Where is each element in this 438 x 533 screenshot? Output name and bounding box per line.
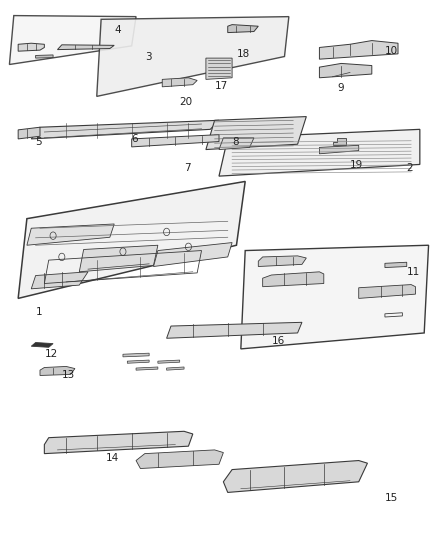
Polygon shape bbox=[332, 138, 346, 146]
Polygon shape bbox=[79, 245, 158, 272]
Polygon shape bbox=[166, 367, 184, 370]
Text: 16: 16 bbox=[272, 336, 285, 346]
Text: 2: 2 bbox=[407, 163, 413, 173]
Polygon shape bbox=[241, 245, 428, 349]
Polygon shape bbox=[219, 130, 420, 176]
Polygon shape bbox=[127, 360, 149, 364]
Polygon shape bbox=[18, 181, 245, 298]
Text: 14: 14 bbox=[106, 453, 119, 463]
Polygon shape bbox=[319, 146, 359, 154]
Polygon shape bbox=[162, 78, 197, 87]
Polygon shape bbox=[258, 256, 306, 266]
Polygon shape bbox=[18, 43, 44, 51]
Polygon shape bbox=[166, 322, 302, 338]
Polygon shape bbox=[228, 25, 258, 33]
Polygon shape bbox=[27, 224, 114, 245]
Text: 3: 3 bbox=[145, 52, 152, 61]
Polygon shape bbox=[57, 45, 114, 50]
Text: 5: 5 bbox=[35, 136, 42, 147]
Polygon shape bbox=[359, 285, 416, 298]
Polygon shape bbox=[158, 360, 180, 364]
Polygon shape bbox=[31, 343, 53, 348]
Text: 11: 11 bbox=[407, 267, 420, 277]
Text: 4: 4 bbox=[114, 25, 121, 35]
Polygon shape bbox=[385, 262, 407, 268]
Text: 13: 13 bbox=[62, 370, 75, 381]
Text: 19: 19 bbox=[350, 160, 363, 171]
Polygon shape bbox=[132, 135, 219, 147]
Polygon shape bbox=[136, 367, 158, 370]
Polygon shape bbox=[263, 272, 324, 287]
Text: 17: 17 bbox=[215, 81, 228, 91]
Polygon shape bbox=[206, 58, 232, 79]
Text: 18: 18 bbox=[237, 49, 250, 59]
Text: 12: 12 bbox=[44, 349, 58, 359]
Polygon shape bbox=[31, 120, 219, 139]
Polygon shape bbox=[153, 243, 232, 266]
Polygon shape bbox=[40, 367, 75, 375]
Polygon shape bbox=[219, 138, 254, 150]
Polygon shape bbox=[206, 117, 306, 150]
Polygon shape bbox=[123, 353, 149, 357]
Text: 10: 10 bbox=[385, 46, 398, 56]
Polygon shape bbox=[35, 55, 53, 58]
Text: 1: 1 bbox=[35, 306, 42, 317]
Text: 15: 15 bbox=[385, 492, 398, 503]
Text: 7: 7 bbox=[184, 163, 191, 173]
Text: 9: 9 bbox=[337, 83, 343, 93]
Polygon shape bbox=[136, 450, 223, 469]
Polygon shape bbox=[223, 461, 367, 492]
Polygon shape bbox=[319, 63, 372, 78]
Polygon shape bbox=[44, 431, 193, 454]
Polygon shape bbox=[31, 272, 88, 289]
Polygon shape bbox=[10, 15, 136, 64]
Polygon shape bbox=[18, 127, 40, 139]
Text: 8: 8 bbox=[232, 136, 239, 147]
Text: 6: 6 bbox=[132, 134, 138, 144]
Polygon shape bbox=[319, 41, 398, 59]
Text: 20: 20 bbox=[180, 96, 193, 107]
Polygon shape bbox=[97, 17, 289, 96]
